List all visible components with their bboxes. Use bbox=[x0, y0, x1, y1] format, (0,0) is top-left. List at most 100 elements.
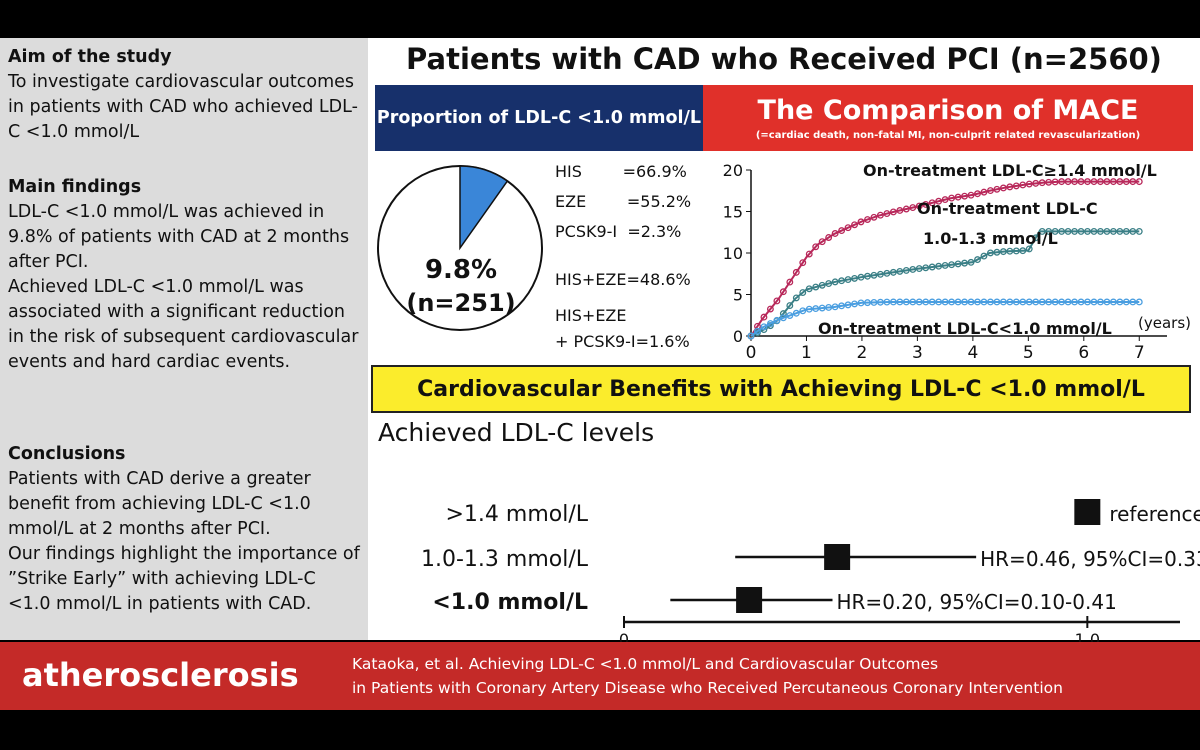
aim-heading: Aim of the study bbox=[8, 47, 172, 67]
km-point bbox=[1077, 227, 1085, 235]
km-point bbox=[831, 303, 839, 311]
km-point bbox=[1084, 298, 1091, 306]
km-point bbox=[792, 294, 800, 302]
km-point bbox=[1084, 178, 1091, 186]
km-annotation-3: On-treatment LDL-C<1.0 mmol/L bbox=[818, 319, 1112, 338]
km-point bbox=[747, 332, 755, 340]
km-point bbox=[870, 213, 878, 221]
km-point bbox=[896, 207, 904, 214]
km-point bbox=[831, 278, 839, 286]
stat-his: HIS =66.9% bbox=[555, 162, 687, 181]
km-point bbox=[876, 270, 884, 278]
km-point bbox=[1058, 178, 1066, 186]
km-point bbox=[870, 298, 878, 306]
stat-pcsk9: PCSK9-I =2.3% bbox=[555, 222, 682, 241]
km-y-tick-label: 5 bbox=[733, 286, 743, 305]
km-point bbox=[902, 266, 910, 274]
km-point bbox=[818, 281, 826, 289]
km-point bbox=[786, 312, 794, 319]
km-point bbox=[909, 204, 917, 212]
km-point bbox=[1038, 227, 1046, 235]
km-point bbox=[935, 197, 943, 205]
km-point bbox=[1058, 227, 1066, 235]
km-point bbox=[1122, 227, 1130, 235]
forest-row-label: >1.4 mmol/L bbox=[445, 502, 588, 527]
km-point bbox=[889, 298, 897, 306]
forest-hr-text: HR=0.20, 95%CI=0.10-0.41 bbox=[837, 590, 1117, 614]
km-point bbox=[1084, 227, 1091, 235]
km-point bbox=[954, 298, 962, 306]
km-point bbox=[818, 304, 826, 312]
findings-heading: Main findings bbox=[8, 177, 142, 197]
km-point bbox=[851, 274, 858, 282]
km-point bbox=[1122, 298, 1130, 306]
km-point bbox=[1116, 178, 1124, 186]
km-point bbox=[993, 298, 1001, 306]
km-point bbox=[754, 322, 761, 330]
km-point bbox=[1096, 178, 1104, 186]
km-point bbox=[980, 252, 988, 260]
km-point bbox=[1025, 180, 1033, 188]
km-point bbox=[986, 298, 994, 306]
comparison-subtitle: (=cardiac death, non-fatal MI, non-culpr… bbox=[755, 130, 1141, 141]
km-point bbox=[986, 187, 994, 195]
km-point bbox=[896, 298, 904, 306]
km-point bbox=[1032, 298, 1040, 306]
pie-slice bbox=[459, 165, 509, 251]
km-point bbox=[870, 271, 878, 279]
km-y-tick-label: 0 bbox=[733, 327, 743, 346]
km-point bbox=[974, 298, 981, 306]
km-point bbox=[1129, 298, 1137, 306]
citation-line-1: Kataoka, et al. Achieving LDL-C <1.0 mmo… bbox=[352, 655, 939, 673]
findings-text-2: Achieved LDL-C <1.0 mmol/L was associate… bbox=[8, 277, 359, 372]
km-point bbox=[1071, 227, 1079, 235]
km-point bbox=[831, 230, 839, 237]
km-point bbox=[1071, 178, 1079, 186]
km-series-line-0 bbox=[750, 180, 1140, 337]
km-point bbox=[980, 298, 988, 306]
km-point bbox=[961, 259, 968, 267]
forest-tick-label: 0 bbox=[619, 630, 629, 649]
km-point bbox=[876, 211, 884, 219]
km-point bbox=[1116, 227, 1124, 235]
km-x-tick-label: 5 bbox=[1023, 343, 1034, 363]
km-point bbox=[967, 258, 975, 266]
pie-chart: 9.8% (n=251) bbox=[377, 165, 543, 331]
km-point bbox=[1103, 298, 1111, 306]
km-series-line-1 bbox=[750, 230, 1140, 337]
km-point bbox=[838, 277, 846, 285]
km-point bbox=[760, 313, 768, 321]
km-point bbox=[1090, 298, 1098, 306]
km-point bbox=[1103, 227, 1111, 235]
km-point bbox=[902, 298, 910, 306]
km-point bbox=[999, 248, 1007, 256]
km-point bbox=[838, 227, 846, 235]
km-point bbox=[922, 298, 930, 306]
km-point bbox=[889, 268, 897, 276]
km-point bbox=[851, 221, 858, 229]
km-point bbox=[844, 301, 852, 309]
km-point bbox=[1058, 298, 1066, 306]
km-point bbox=[786, 278, 794, 286]
forest-row-label: <1.0 mmol/L bbox=[432, 590, 588, 615]
km-point bbox=[1096, 298, 1104, 306]
km-x-tick-label: 2 bbox=[857, 343, 868, 363]
km-point bbox=[1122, 178, 1130, 186]
km-point bbox=[1116, 298, 1124, 306]
km-point bbox=[792, 309, 800, 317]
km-point bbox=[864, 216, 871, 223]
km-point bbox=[1019, 181, 1027, 189]
km-point bbox=[922, 264, 930, 272]
km-point bbox=[864, 272, 871, 280]
km-point bbox=[1045, 227, 1053, 235]
km-point bbox=[1019, 247, 1027, 255]
km-point bbox=[812, 305, 820, 313]
km-x-tick-label: 0 bbox=[746, 343, 757, 363]
km-point bbox=[1064, 227, 1072, 235]
forest-hr-marker bbox=[736, 587, 763, 613]
km-point bbox=[1012, 247, 1020, 255]
km-point bbox=[1090, 178, 1098, 186]
km-point bbox=[838, 302, 846, 310]
km-x-label: (years) bbox=[1138, 314, 1191, 332]
km-point bbox=[883, 269, 891, 277]
